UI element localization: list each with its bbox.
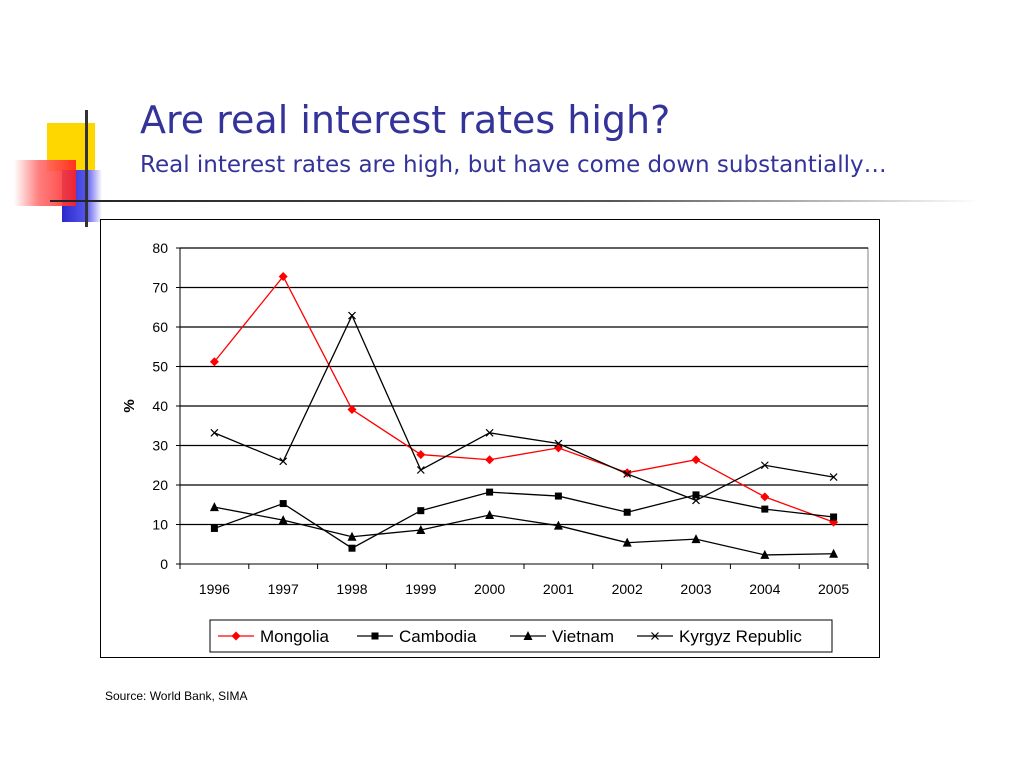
data-point-cambodia: [692, 491, 700, 499]
data-point-kyrgyz-republic: [623, 470, 632, 478]
y-tick-label: 80: [152, 240, 168, 256]
chart-frame: [100, 219, 880, 658]
data-point-cambodia: [554, 492, 562, 500]
x-tick-label: 1999: [405, 581, 436, 597]
y-tick-label: 60: [152, 319, 168, 335]
x-tick-label: 1997: [268, 581, 299, 597]
data-point-vietnam: [691, 534, 701, 544]
data-point-mongolia: [691, 455, 701, 465]
y-tick-label: 40: [152, 398, 168, 414]
series-line-vietnam: [214, 506, 834, 556]
data-point-cambodia: [279, 500, 287, 508]
data-point-cambodia: [210, 524, 218, 532]
data-point-vietnam: [622, 537, 632, 547]
y-tick-label: 70: [152, 280, 168, 296]
y-tick-label: 0: [160, 556, 168, 572]
legend-marker-vietnam: [523, 631, 533, 640]
series-line-cambodia: [214, 491, 834, 549]
y-tick-label: 30: [152, 438, 168, 454]
x-tick-label: 2000: [474, 581, 505, 597]
data-point-kyrgyz-republic: [485, 428, 494, 437]
data-point-vietnam: [553, 520, 563, 530]
data-point-mongolia: [760, 492, 770, 502]
data-point-mongolia: [416, 450, 426, 460]
legend-label-kyrgyz-republic: Kyrgyz Republic: [679, 627, 802, 646]
series-line-kyrgyz-republic: [214, 313, 834, 502]
x-tick-label: 2003: [680, 581, 711, 597]
y-tick-label: 50: [152, 359, 168, 375]
legend-label-mongolia: Mongolia: [260, 627, 330, 646]
deco-horizontal-rule: [50, 200, 980, 202]
legend-label-cambodia: Cambodia: [399, 627, 477, 646]
interest-rate-chart: 0 10 20 30 40 50 60 70 80 1996 1997 1998 1999 2000 200…: [121, 240, 869, 653]
data-point-mongolia: [209, 357, 219, 367]
data-point-kyrgyz-republic: [829, 473, 838, 482]
y-tick-label: 10: [152, 517, 168, 533]
data-point-mongolia: [485, 455, 495, 465]
data-point-vietnam: [209, 502, 219, 512]
data-point-cambodia: [348, 544, 356, 552]
x-tick-label: 2001: [543, 581, 574, 597]
source-note: Source: World Bank, SIMA: [105, 689, 248, 703]
data-point-mongolia: [347, 405, 357, 415]
series-line-mongolia: [213, 275, 834, 523]
x-tick-label: 1998: [336, 581, 367, 597]
data-point-vietnam: [485, 510, 495, 520]
deco-red-square: [14, 160, 76, 206]
x-tick-label: 2005: [818, 581, 849, 597]
data-point-vietnam: [347, 531, 357, 541]
y-axis-label: %: [121, 399, 138, 412]
data-point-cambodia: [417, 507, 425, 515]
data-point-kyrgyz-republic: [416, 466, 425, 474]
data-point-vietnam: [278, 515, 288, 525]
data-point-kyrgyz-republic: [554, 439, 563, 448]
data-point-cambodia: [623, 508, 631, 516]
legend-marker-cambodia: [371, 632, 379, 640]
data-point-kyrgyz-republic: [279, 457, 288, 466]
data-point-vietnam: [829, 548, 839, 558]
data-point-vietnam: [416, 525, 426, 535]
deco-vertical-line: [85, 110, 88, 227]
data-point-cambodia: [830, 513, 838, 521]
slide-subtitle: Real interest rates are high, but have c…: [140, 152, 887, 178]
x-tick-label: 1996: [199, 581, 230, 597]
data-point-cambodia: [486, 488, 494, 496]
slide-title: Are real interest rates high?: [140, 98, 671, 142]
data-point-kyrgyz-republic: [692, 496, 700, 505]
data-point-kyrgyz-republic: [760, 461, 769, 470]
x-tick-label: 2004: [749, 581, 780, 597]
data-point-kyrgyz-republic: [210, 428, 219, 437]
data-point-mongolia: [278, 271, 288, 281]
data-point-cambodia: [761, 505, 769, 513]
legend-marker-mongolia: [231, 631, 241, 641]
data-point-vietnam: [760, 549, 770, 559]
data-point-kyrgyz-republic: [348, 311, 356, 320]
legend-label-vietnam: Vietnam: [552, 627, 614, 646]
y-tick-label: 20: [152, 477, 168, 493]
legend-marker-kyrgyz-republic: [651, 632, 659, 640]
x-tick-label: 2002: [612, 581, 643, 597]
